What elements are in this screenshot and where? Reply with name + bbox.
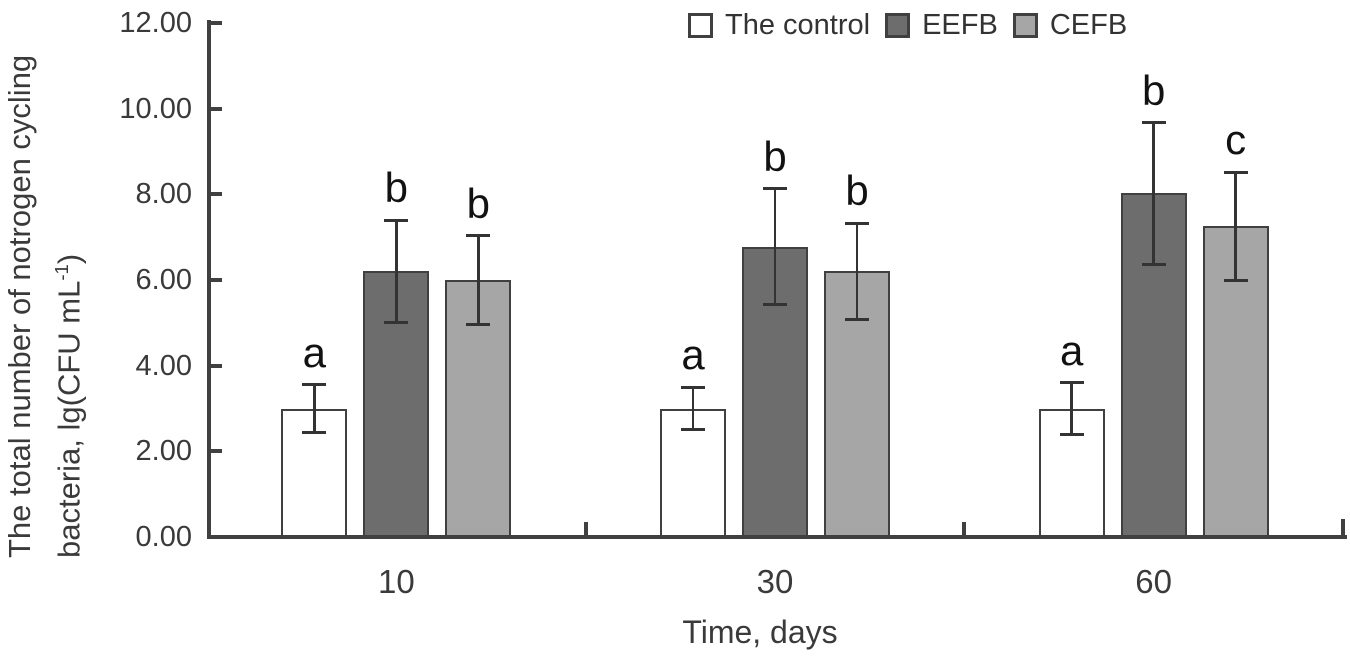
legend-label: The control [725, 9, 871, 41]
legend-label: EEFB [922, 9, 998, 41]
significance-letter: a [681, 331, 705, 379]
y-tick-mark [207, 106, 222, 111]
error-bar-line [1234, 172, 1237, 281]
bar-eefb-day30 [742, 246, 808, 539]
y-tick-mark [207, 21, 222, 25]
error-bar-line [1152, 122, 1155, 265]
y-tick-mark [207, 192, 222, 197]
y-tick-label-4.00: 4.00 [135, 349, 192, 382]
error-bar-cap-bottom [1141, 262, 1166, 266]
significance-letter: b [384, 164, 408, 212]
error-bar-cap-bottom [681, 428, 705, 432]
error-bar-line [1070, 382, 1073, 435]
y-tick-label-6.00: 6.00 [135, 264, 192, 296]
y-tick-label-12.00: 12.00 [119, 7, 192, 39]
error-bar-line [313, 384, 316, 433]
legend-item-the-control: The control [688, 9, 870, 42]
significance-letter: b [466, 179, 490, 227]
error-bar-cap-top [1223, 170, 1248, 174]
legend-swatch [885, 13, 911, 38]
error-bar-line [691, 387, 695, 430]
error-bar-line [855, 223, 859, 320]
legend-swatch [1012, 13, 1038, 38]
y-axis-title-line2: bacteria, lg(CFU mL-1) [40, 98, 87, 558]
significance-letter: a [1059, 326, 1084, 374]
y-tick-mark [207, 363, 222, 368]
error-bar-cap-bottom [466, 322, 491, 326]
y-axis-line [207, 20, 211, 539]
error-bar-cap-top [763, 187, 787, 191]
y-tick-mark [207, 278, 222, 282]
error-bar-cap-bottom [1223, 278, 1248, 282]
legend: The control EEFB CEFB [688, 9, 1127, 42]
bar-the-control-day30 [660, 408, 726, 539]
significance-letter: b [1141, 66, 1166, 114]
y-axis-title-line2-text: bacteria, lg(CFU mL [51, 280, 87, 558]
error-bar-cap-top [302, 383, 327, 387]
significance-letter: a [302, 328, 326, 376]
x-category-label-60: 60 [1135, 563, 1173, 600]
significance-letter: c [1225, 116, 1247, 164]
error-bar-cap-top [466, 234, 491, 238]
legend-label: CEFB [1049, 9, 1128, 41]
x-axis-title: Time, days [682, 614, 838, 650]
error-bar-cap-top [384, 218, 409, 222]
error-bar-cap-bottom [763, 302, 787, 306]
x-category-label-10: 10 [377, 563, 415, 600]
y-tick-label-10.00: 10.00 [119, 92, 192, 125]
error-bar-cap-top [681, 385, 705, 389]
x-tick-mark [583, 522, 588, 537]
legend-swatch [688, 13, 713, 38]
error-bar-cap-top [1059, 381, 1084, 385]
y-tick-label-0.00: 0.00 [135, 521, 192, 553]
x-tick-mark [1341, 519, 1345, 537]
error-bar-line [477, 235, 480, 325]
x-category-label-30: 30 [756, 563, 794, 600]
x-tick-mark [962, 522, 967, 537]
y-tick-label-8.00: 8.00 [135, 178, 192, 211]
error-bar-cap-bottom [302, 430, 327, 434]
error-bar-line [773, 188, 777, 305]
y-tick-label-2.00: 2.00 [135, 435, 192, 468]
legend-item-eefb: EEFB [885, 9, 998, 42]
significance-letter: b [845, 167, 869, 215]
error-bar-cap-bottom [1059, 432, 1084, 436]
legend-item-cefb: CEFB [1012, 9, 1128, 42]
significance-letter: b [763, 132, 787, 180]
x-axis-line [207, 535, 1347, 539]
error-bar-cap-top [1141, 121, 1166, 125]
error-bar-cap-bottom [845, 318, 869, 322]
error-bar-cap-bottom [384, 321, 409, 325]
y-tick-mark [207, 449, 222, 454]
error-bar-line [395, 220, 398, 323]
error-bar-cap-top [845, 221, 869, 225]
